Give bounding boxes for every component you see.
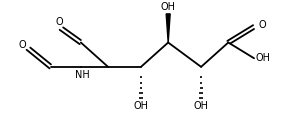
Polygon shape [166, 14, 170, 43]
Text: OH: OH [160, 2, 175, 12]
Text: O: O [258, 20, 266, 30]
Text: OH: OH [256, 53, 271, 63]
Text: O: O [19, 40, 27, 50]
Text: O: O [56, 17, 63, 27]
Text: OH: OH [194, 101, 209, 111]
Text: NH: NH [75, 70, 90, 80]
Text: OH: OH [133, 101, 149, 111]
